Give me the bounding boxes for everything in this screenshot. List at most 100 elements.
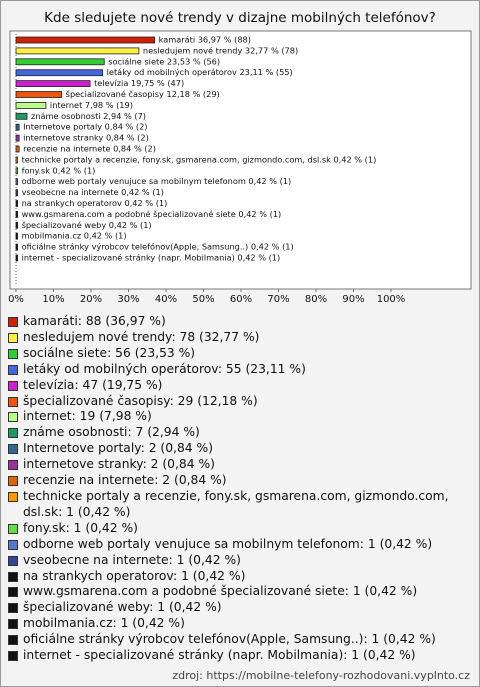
legend-swatch — [8, 587, 18, 598]
value-label: internet - specializované stránky (napr.… — [22, 253, 281, 263]
legend-swatch — [8, 539, 18, 550]
legend-label: na strankych operatorov: 1 (0,42 %) — [23, 568, 246, 583]
bar — [15, 145, 20, 153]
bar — [15, 189, 18, 197]
legend-swatch — [8, 428, 18, 439]
value-label: nesledujem nové trendy 32,77 % (78) — [143, 45, 298, 55]
legend-label: nesledujem nové trendy: 78 (32,77 %) — [23, 329, 260, 344]
legend-swatch — [8, 603, 18, 614]
legend-item: špecializované časopisy: 29 (12,18 %) — [8, 394, 472, 410]
bar — [15, 91, 63, 98]
bar — [15, 156, 18, 164]
legend-swatch — [8, 332, 18, 343]
legend-label: internet - specializované stránky (napr.… — [23, 648, 416, 663]
bar — [15, 232, 18, 240]
legend-item: známe osobnosti: 7 (2,94 %) — [8, 425, 472, 441]
legend-label: internetove stranky: 2 (0,84 %) — [23, 457, 215, 472]
legend-item: oficiálne stránky výrobcov telefónov(App… — [8, 632, 472, 648]
bar — [15, 178, 18, 186]
bar — [15, 254, 18, 262]
legend-label: kamaráti: 88 (36,97 %) — [23, 314, 166, 328]
x-tick-label: 20% — [80, 294, 102, 305]
legend-item: mobilmania.cz: 1 (0,42 %) — [8, 616, 472, 632]
value-label: Internetove portaly 0,84 % (2) — [23, 122, 147, 132]
x-tick-label: 90% — [342, 294, 364, 305]
source: zdroj: https://mobilne-telefony-rozhodov… — [172, 669, 470, 682]
legend-item: vseobecne na internete: 1 (0,42 %) — [8, 553, 472, 569]
legend-item: technicke portaly a recenzie, fony.sk, g… — [8, 489, 472, 521]
bar — [15, 167, 18, 175]
legend-swatch — [8, 364, 18, 375]
legend-item: televízia: 47 (19,75 %) — [8, 378, 472, 394]
legend-item: odborne web portaly venujuce sa mobilnym… — [8, 537, 472, 553]
value-label: letáky od mobilných operátorov 23,11 % (… — [107, 67, 293, 77]
value-label: vseobecne na internete 0,42 % (1) — [22, 187, 164, 197]
bar — [15, 134, 20, 142]
value-label: www.gsmarena.com a podobné špecializovan… — [22, 209, 282, 219]
value-label: technicke portaly a recenzie, fony.sk, g… — [22, 154, 377, 164]
legend-label: oficiálne stránky výrobcov telefónov(App… — [23, 632, 436, 647]
legend-item: internet: 19 (7,98 %) — [8, 409, 472, 425]
bar — [15, 80, 91, 87]
legend-swatch — [8, 380, 18, 391]
chart: Kde sledujete nové trendy v dizajne mobi… — [8, 10, 472, 305]
legend-label: technicke portaly a recenzie, fony.sk, g… — [23, 488, 449, 519]
legend-label: Internetove portaly: 2 (0,84 %) — [23, 441, 213, 456]
legend-item: Internetove portaly: 2 (0,84 %) — [8, 441, 472, 457]
legend-item: nesledujem nové trendy: 78 (32,77 %) — [8, 330, 472, 346]
legend-item: www.gsmarena.com a podobné špecializovan… — [8, 584, 472, 600]
legend-swatch — [8, 317, 18, 327]
legend-label: známe osobnosti: 7 (2,94 %) — [23, 425, 200, 440]
x-tick-label: 100% — [377, 294, 406, 305]
legend-label: mobilmania.cz: 1 (0,42 %) — [23, 616, 185, 631]
legend-swatch — [8, 412, 18, 423]
value-label: známe osobnosti 2,94 % (7) — [31, 111, 146, 121]
value-label: kamaráti 36,97 % (88) — [159, 35, 251, 45]
value-label: mobilmania.cz 0,42 % (1) — [22, 231, 127, 241]
legend-label: špecializované časopisy: 29 (12,18 %) — [23, 393, 258, 408]
bar — [15, 102, 47, 109]
value-label: recenzie na internete 0,84 % (2) — [23, 144, 156, 154]
legend-swatch — [8, 491, 18, 502]
legend-swatch — [8, 396, 18, 407]
bar — [15, 47, 140, 55]
legend-swatch — [8, 635, 18, 646]
legend-label: fony.sk: 1 (0,42 %) — [23, 520, 138, 535]
legend-item: kamaráti: 88 (36,97 %) — [8, 314, 472, 330]
legend-swatch — [8, 571, 18, 582]
legend-item: sociálne siete: 56 (23,53 %) — [8, 346, 472, 362]
legend-label: letáky od mobilných operátorov: 55 (23,1… — [23, 361, 306, 376]
legend: kamaráti: 88 (36,97 %) nesledujem nové tr… — [8, 314, 472, 664]
legend-swatch — [8, 444, 18, 455]
legend-item: fony.sk: 1 (0,42 %) — [8, 521, 472, 537]
value-label: fony.sk 0,42 % (1) — [22, 165, 96, 175]
x-tick-label: 60% — [230, 294, 252, 305]
value-label: televízia 19,75 % (47) — [94, 78, 184, 88]
x-tick-label: 40% — [155, 294, 177, 305]
legend-swatch — [8, 619, 18, 630]
legend-label: recenzie na internete: 2 (0,84 %) — [23, 473, 227, 488]
legend-swatch — [8, 651, 18, 662]
bar — [15, 210, 18, 218]
value-label: internet 7,98 % (19) — [50, 100, 133, 110]
legend-label: www.gsmarena.com a podobné špecializovan… — [23, 584, 418, 599]
legend-swatch — [8, 460, 18, 471]
legend-swatch — [8, 348, 18, 359]
x-tick-label: 80% — [305, 294, 327, 305]
value-label: internetove stranky 0,84 % (2) — [23, 133, 149, 143]
value-label: sociálne siete 23,53 % (56) — [108, 56, 220, 66]
legend-label: odborne web portaly venujuce sa mobilnym… — [23, 536, 433, 551]
legend-item: na strankych operatorov: 1 (0,42 %) — [8, 569, 472, 585]
value-label: špecializované časopisy 12,18 % (29) — [66, 89, 220, 99]
x-tick-label: 0% — [8, 294, 24, 305]
bar — [15, 243, 18, 251]
x-tick-label: 70% — [267, 294, 289, 305]
legend-label: sociálne siete: 56 (23,53 %) — [23, 345, 196, 360]
x-tick-label: 30% — [117, 294, 139, 305]
bar — [15, 112, 28, 120]
legend-swatch — [8, 476, 18, 487]
bar — [15, 123, 20, 131]
legend-label: televízia: 47 (19,75 %) — [23, 377, 163, 392]
legend-item: internet - specializované stránky (napr.… — [8, 648, 472, 664]
legend-item: špecializované weby: 1 (0,42 %) — [8, 600, 472, 616]
